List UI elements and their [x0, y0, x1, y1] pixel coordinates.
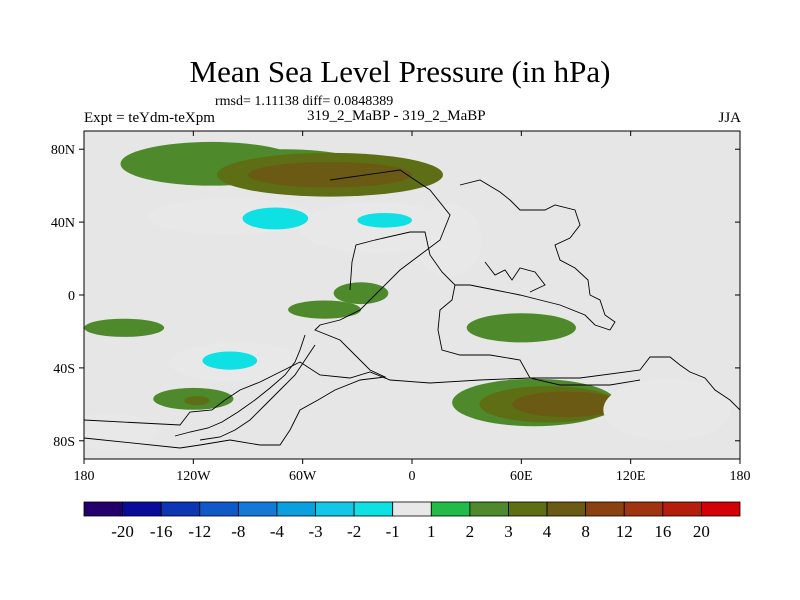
americas-outline [84, 169, 451, 449]
axis-ticks [79, 131, 741, 464]
colorbar-label: 8 [581, 522, 590, 541]
colorbar-label: 3 [504, 522, 513, 541]
anomaly-region-9 [288, 300, 361, 319]
africa-outline [349, 231, 641, 386]
x-tick-label: 60W [289, 469, 317, 484]
anomaly-region-20 [603, 378, 731, 441]
anomaly-region-3 [248, 161, 412, 188]
colorbar-swatch [353, 501, 394, 517]
colorbar-swatch [237, 501, 278, 517]
colorbar-label: -8 [231, 522, 245, 541]
rmsd-diff-stats: rmsd= 1.11138 diff= 0.0848389 [215, 94, 394, 109]
colorbar-swatch [392, 501, 432, 517]
x-tick-label: 180 [730, 469, 751, 484]
colorbar-label: -3 [308, 522, 322, 541]
x-tick-label: 180 [74, 469, 95, 484]
india-outline [484, 261, 546, 293]
eurasia-outline [455, 179, 616, 331]
colorbar-swatch [315, 501, 355, 517]
colorbar-swatch [276, 501, 316, 517]
y-tick-label: 40S [53, 362, 75, 377]
anomaly-region-7 [242, 207, 309, 230]
y-tick-label: 0 [68, 289, 75, 304]
colorbar-label: 4 [543, 522, 552, 541]
colorbar-swatch [430, 501, 471, 517]
colorbar-label: 1 [427, 522, 436, 541]
colorbar-swatch [469, 501, 509, 517]
colorbar-label: -16 [150, 522, 173, 541]
colorbar-label: 20 [693, 522, 710, 541]
anomaly-region-11 [84, 318, 165, 337]
run-comparison-label: 319_2_MaBP - 319_2_MaBP [307, 108, 486, 124]
y-tick-label: 80N [51, 143, 75, 158]
antarctica-outline [84, 356, 740, 426]
south-america-outline [174, 334, 316, 441]
colorbar-swatch [662, 501, 702, 517]
colorbar-label: -2 [347, 522, 361, 541]
anomaly-region-14 [202, 351, 258, 370]
colorbar-label: 2 [466, 522, 475, 541]
x-tick-label: 120E [616, 469, 646, 484]
colorbar-swatch [160, 501, 201, 517]
y-tick-label: 80S [53, 435, 75, 450]
colorbar-label: 12 [616, 522, 633, 541]
anomaly-region-5 [299, 202, 453, 254]
colorbar-swatch [623, 501, 664, 517]
colorbar-label: 16 [654, 522, 671, 541]
colorbar: -20 -16 -12 -8 -4 -3 -2 -1 1 2 3 4 8 12 16 20 [83, 501, 741, 541]
chart-title: Mean Sea Level Pressure (in hPa) [189, 54, 611, 89]
colorbar-swatch [83, 501, 123, 517]
colorbar-swatch [546, 501, 587, 517]
colorbar-swatch [508, 501, 548, 517]
colorbar-swatch [701, 501, 741, 517]
anomaly-region-12 [466, 313, 576, 343]
anomaly-contours [84, 141, 731, 450]
colorbar-swatch [199, 501, 239, 517]
experiment-label: Expt = teYdm-teXpm [84, 110, 215, 126]
anomaly-region-16 [184, 396, 210, 406]
anomaly-region-10 [333, 282, 389, 305]
colorbar-label: -4 [270, 522, 285, 541]
anomaly-region-8 [357, 213, 412, 228]
x-tick-label: 60E [510, 469, 533, 484]
colorbar-swatch [122, 501, 162, 517]
colorbar-swatch [585, 501, 625, 517]
season-label: JJA [718, 110, 741, 126]
x-tick-label: 0 [409, 469, 416, 484]
coastline-outlines [84, 169, 740, 449]
colorbar-label: -1 [386, 522, 400, 541]
colorbar-label: -12 [188, 522, 211, 541]
anomaly-region-6 [415, 203, 482, 277]
colorbar-label: -20 [111, 522, 134, 541]
y-tick-label: 40N [51, 216, 75, 231]
anomaly-region-19 [512, 391, 622, 418]
x-tick-label: 120W [176, 469, 211, 484]
axis-tick-labels: 180 120W 60W 0 60E 120E 180 80N 40N 0 40S 80S [51, 143, 751, 484]
